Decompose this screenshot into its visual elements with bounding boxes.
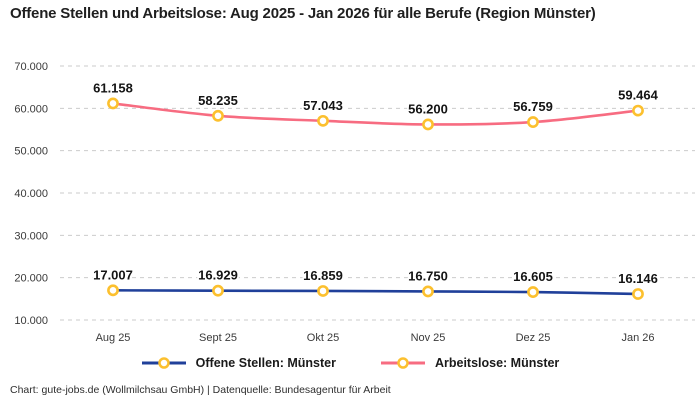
x-axis-tick-label: Nov 25 (411, 332, 446, 344)
y-axis-tick-label: 60.000 (14, 103, 48, 115)
data-point-label: 16.929 (198, 268, 238, 283)
data-point-marker (632, 104, 644, 117)
data-point-label: 56.200 (408, 101, 448, 116)
x-axis-tick-label: Jan 26 (621, 332, 654, 344)
x-axis-tick-label: Sept 25 (199, 332, 237, 344)
data-point-marker (107, 284, 119, 297)
data-point-marker (212, 109, 224, 122)
legend-item-offene-stellen[interactable]: Offene Stellen: Münster (141, 356, 336, 370)
y-axis-tick-label: 20.000 (14, 273, 48, 285)
x-axis-tick-label: Okt 25 (307, 332, 339, 344)
data-point-marker (632, 288, 644, 300)
y-axis-tick-label: 50.000 (14, 146, 48, 158)
chart-legend: Offene Stellen: Münster Arbeitslose: Mün… (0, 356, 700, 370)
y-axis-tick-label: 10.000 (14, 315, 48, 327)
legend-label-arbeitslose: Arbeitslose: Münster (434, 356, 560, 370)
data-point-marker (212, 284, 224, 297)
legend-ring-1 (397, 357, 409, 369)
data-point-label: 61.158 (93, 80, 133, 95)
series-line-arbeitslose (111, 102, 640, 126)
line-marker-icon (380, 357, 425, 369)
line-marker-icon (141, 357, 186, 369)
data-point-label: 16.750 (408, 268, 448, 283)
data-point-label: 16.605 (513, 269, 553, 284)
legend-ring-0 (157, 357, 170, 369)
data-point-marker (527, 116, 539, 128)
data-point-label: 59.464 (618, 88, 659, 103)
data-point-label: 57.043 (303, 98, 343, 113)
y-axis-tick-label: 40.000 (14, 188, 48, 200)
chart-source-attribution: Chart: gute-jobs.de (Wollmilchsau GmbH) … (10, 384, 391, 396)
y-axis-tick-label: 30.000 (14, 230, 48, 242)
series-line-offene-stellen (111, 289, 640, 296)
legend-label-offene-stellen: Offene Stellen: Münster (195, 356, 336, 370)
data-point-marker (317, 285, 329, 297)
data-point-label: 16.146 (618, 271, 658, 286)
y-axis-tick-label: 70.000 (14, 61, 48, 73)
data-point-marker (107, 97, 119, 110)
x-axis-tick-label: Dez 25 (516, 332, 551, 344)
chart-title: Offene Stellen und Arbeitslose: Aug 2025… (10, 5, 596, 22)
data-point-marker (527, 286, 539, 298)
data-point-label: 17.007 (93, 267, 133, 282)
legend-item-arbeitslose[interactable]: Arbeitslose: Münster (380, 356, 559, 370)
data-point-label: 58.235 (198, 93, 238, 108)
data-point-marker (317, 114, 329, 127)
data-point-marker (422, 118, 434, 131)
x-axis-tick-label: Aug 25 (96, 332, 131, 344)
data-point-marker (422, 285, 434, 298)
data-point-label: 16.859 (303, 268, 343, 283)
data-point-label: 56.759 (513, 99, 553, 114)
